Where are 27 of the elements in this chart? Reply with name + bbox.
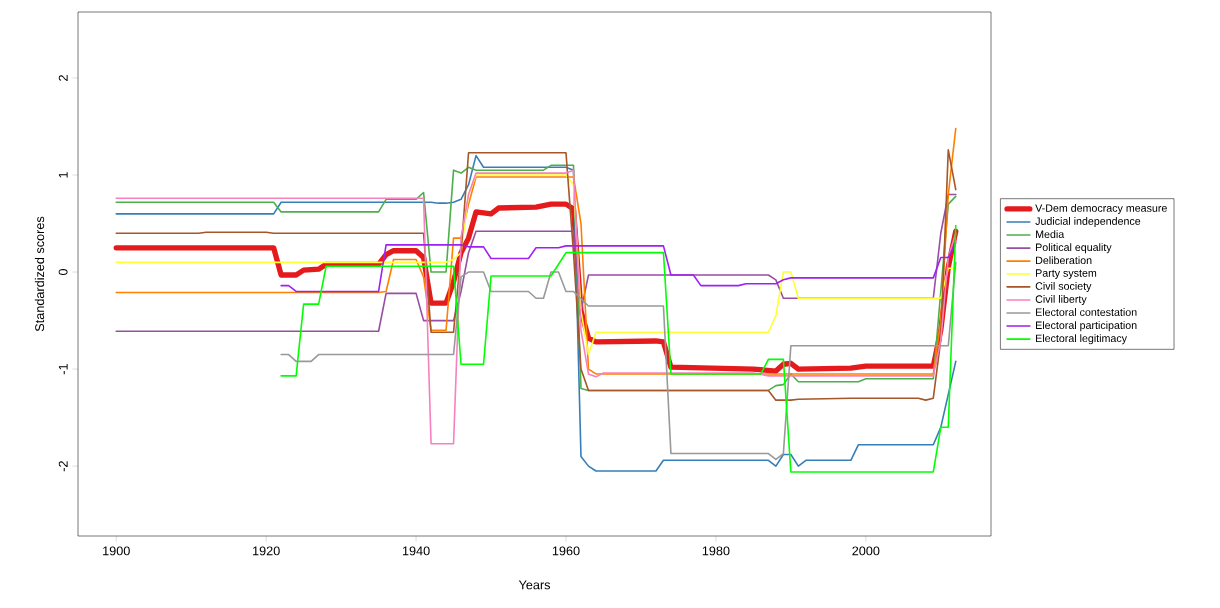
legend-label: Civil liberty [1035, 295, 1087, 306]
legend-label: Civil society [1035, 282, 1092, 292]
y-tick-label: -2 [58, 461, 68, 472]
legend-label: Party system [1036, 269, 1097, 279]
legend-label: Media [1036, 230, 1065, 238]
legend-label: Judicial independence [1035, 217, 1141, 228]
line-series [280, 242, 957, 293]
line-series [280, 224, 957, 473]
x-tick-label: 1920 [253, 546, 280, 556]
legend-label: Deliberation [1036, 256, 1092, 265]
y-tick-label: 2 [58, 75, 68, 81]
legend-label: Political equality [1036, 243, 1112, 254]
y-tick-label: -1 [58, 364, 68, 375]
x-tick-label: 1900 [103, 546, 130, 556]
x-tick-label: 1940 [402, 546, 430, 556]
legend-label: Electoral legitimacy [1036, 334, 1127, 345]
y-tick-label: 0 [58, 269, 68, 276]
x-tick-label: 1980 [702, 546, 730, 556]
y-tick-label: 1 [58, 172, 68, 178]
y-axis-title: Standardized scores [34, 216, 45, 332]
legend-label: Electoral participation [1036, 321, 1137, 332]
x-axis-title: Years [518, 580, 551, 590]
legend-label: V-Dem democracy measure [1035, 204, 1167, 214]
line-series [280, 261, 957, 461]
x-tick-label: 1960 [552, 546, 580, 556]
x-tick-label: 2000 [852, 546, 880, 556]
legend-label: Electoral contestation [1036, 308, 1137, 316]
